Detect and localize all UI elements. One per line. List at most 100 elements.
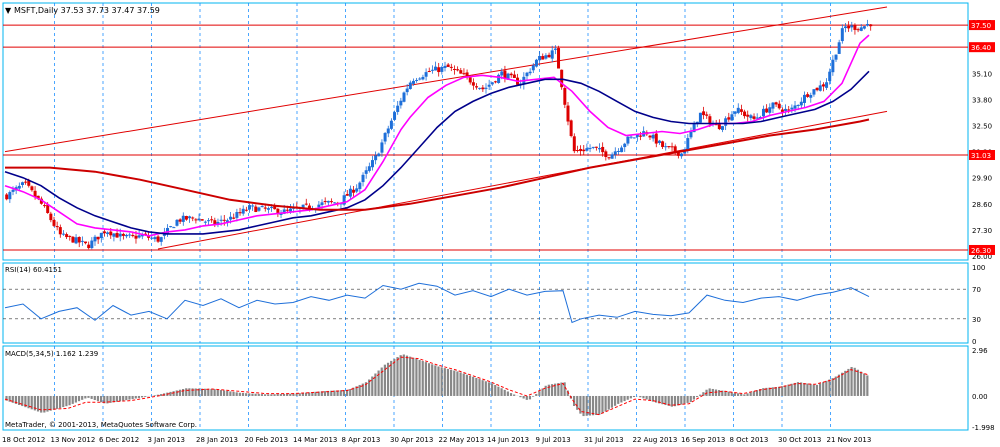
price-pane[interactable] — [3, 6, 968, 251]
candle-body — [411, 80, 415, 84]
candle-body — [443, 65, 447, 68]
candle-body — [364, 170, 368, 174]
candle-body — [774, 102, 778, 105]
macd-pane[interactable] — [4, 354, 870, 417]
level-label: 31.03 — [971, 152, 991, 160]
candle-body — [563, 88, 567, 105]
candle-body — [702, 111, 706, 116]
candle-body — [717, 124, 721, 130]
date-tick-label: 22 Aug 2013 — [633, 436, 678, 444]
candle-body — [635, 134, 639, 137]
price-tick-label: 28.60 — [972, 201, 992, 209]
candle-body — [657, 140, 661, 143]
candle-body — [276, 208, 280, 215]
candle-body — [169, 226, 173, 228]
candle-body — [541, 56, 545, 60]
candle-body — [648, 135, 652, 138]
candle-body — [673, 146, 677, 153]
candle-body — [758, 116, 762, 119]
candle-body — [667, 146, 671, 148]
candle-body — [393, 112, 397, 120]
candle-body — [65, 234, 69, 238]
candle-body — [238, 212, 242, 214]
candle-body — [434, 66, 438, 71]
candle-body — [557, 48, 561, 69]
candle-body — [850, 25, 854, 28]
candle-body — [326, 200, 330, 203]
candle-body — [620, 147, 624, 153]
candle-body — [654, 133, 658, 144]
candle-body — [361, 174, 365, 183]
candle-body — [601, 146, 605, 153]
candle-body — [203, 221, 207, 223]
candle-body — [534, 59, 538, 67]
rsi-tick-label: 70 — [972, 286, 981, 294]
date-tick-label: 20 Feb 2013 — [245, 436, 289, 444]
candle-body — [270, 207, 274, 209]
candle-body — [825, 82, 829, 88]
date-tick-label: 3 Jan 2013 — [148, 436, 186, 444]
candle-body — [866, 24, 870, 26]
candle-body — [739, 109, 743, 112]
copyright-text: MetaTrader, © 2001-2013, MetaQuotes Soft… — [5, 421, 197, 429]
candle-body — [61, 233, 65, 235]
candle-body — [427, 71, 431, 73]
candle-body — [424, 72, 428, 77]
candle-body — [210, 219, 214, 221]
candle-body — [30, 186, 34, 191]
rsi-pane[interactable] — [3, 282, 968, 324]
candle-body — [386, 128, 390, 134]
date-tick-label: 6 Dec 2012 — [99, 436, 139, 444]
candle-body — [632, 137, 636, 139]
dropdown-arrow-icon[interactable]: ▼ — [5, 6, 12, 15]
candle-body — [352, 189, 356, 193]
candle-body — [421, 76, 425, 80]
candle-body — [465, 72, 469, 77]
date-tick-label: 30 Oct 2013 — [778, 436, 821, 444]
candle-body — [768, 107, 772, 113]
level-label: 36.40 — [971, 44, 991, 52]
candle-body — [834, 54, 838, 60]
candle-body — [755, 117, 759, 119]
candle-body — [263, 207, 267, 209]
candle-body — [153, 237, 157, 240]
candle-body — [837, 42, 841, 54]
candle-body — [166, 227, 170, 234]
date-tick-label: 8 Apr 2013 — [342, 436, 381, 444]
candle-body — [181, 215, 185, 222]
candle-body — [87, 244, 91, 249]
candle-body — [449, 66, 453, 68]
candle-body — [178, 219, 182, 222]
candle-body — [856, 29, 860, 31]
candle-body — [664, 146, 668, 148]
candle-body — [613, 151, 617, 155]
rsi-title: RSI(14) 60.4151 — [5, 266, 62, 274]
candle-body — [304, 203, 308, 205]
candle-body — [746, 114, 750, 117]
candle-body — [282, 209, 286, 214]
moving-average-line — [4, 70, 870, 235]
macd-title: MACD(5,34,5) 1.162 1.239 — [5, 350, 98, 358]
candle-body — [793, 105, 797, 109]
candle-body — [598, 148, 602, 150]
candle-body — [686, 138, 690, 150]
candle-body — [355, 188, 359, 192]
candle-body — [809, 95, 813, 98]
candle-body — [853, 25, 857, 30]
macd-tick-label: 0.00 — [972, 393, 988, 401]
candle-body — [572, 136, 576, 152]
candle-body — [544, 55, 548, 59]
candle-body — [99, 232, 103, 239]
candle-body — [780, 109, 784, 112]
candle-body — [569, 120, 573, 137]
candle-body — [553, 48, 557, 50]
candle-body — [213, 220, 217, 225]
date-tick-label: 21 Nov 2013 — [827, 436, 872, 444]
candle-body — [831, 59, 835, 73]
candle-body — [418, 78, 422, 80]
candle-body — [27, 180, 31, 186]
macd-tick-label: 2.96 — [972, 347, 988, 355]
candle-body — [680, 153, 684, 157]
candle-body — [39, 198, 43, 204]
